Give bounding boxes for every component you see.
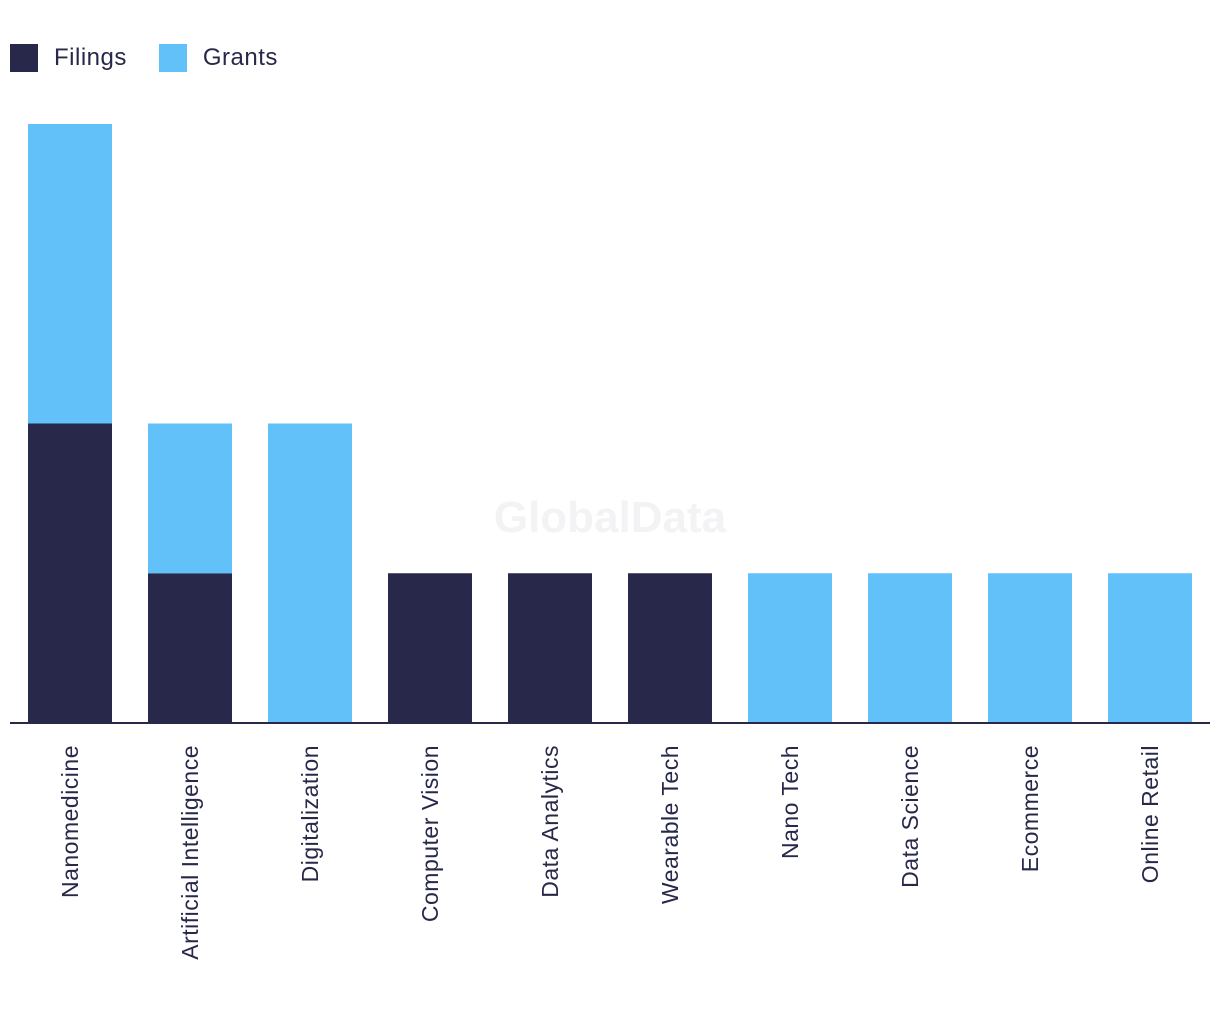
legend: Filings Grants xyxy=(10,44,310,72)
legend-swatch-grants xyxy=(158,44,187,72)
watermark: GlobalData xyxy=(494,493,727,542)
x-tick-label: Digitalization xyxy=(297,745,323,882)
legend-swatch-filings xyxy=(10,44,38,72)
x-tick-label: Data Analytics xyxy=(537,745,563,898)
bar-filings-nanomedicine[interactable] xyxy=(28,423,112,724)
bar-grants-ecommerce[interactable] xyxy=(988,573,1072,723)
x-tick-label: Computer Vision xyxy=(417,745,443,922)
bar-grants-online-retail[interactable] xyxy=(1108,573,1192,723)
x-tick-labels: Nanomedicine Artificial Intelligence Digit… xyxy=(57,745,1163,960)
x-tick-label: Nanomedicine xyxy=(57,745,83,898)
bars-group xyxy=(28,124,1192,723)
bar-grants-data-science[interactable] xyxy=(868,573,952,723)
legend-label-filings: Filings xyxy=(54,44,127,71)
bar-filings-artificial-intelligence[interactable] xyxy=(148,573,232,723)
x-tick-label: Nano Tech xyxy=(777,745,803,859)
x-tick-label: Data Science xyxy=(897,745,923,888)
bar-grants-nano-tech[interactable] xyxy=(748,573,832,723)
bar-grants-artificial-intelligence[interactable] xyxy=(148,423,232,574)
bar-filings-computer-vision[interactable] xyxy=(388,573,472,723)
legend-label-grants: Grants xyxy=(202,44,278,71)
bar-filings-data-analytics[interactable] xyxy=(508,573,592,723)
legend-item-grants[interactable]: Grants xyxy=(158,44,278,72)
bar-grants-nanomedicine[interactable] xyxy=(28,124,112,424)
x-tick-label: Online Retail xyxy=(1137,745,1163,883)
bar-filings-wearable-tech[interactable] xyxy=(628,573,712,723)
x-tick-label: Wearable Tech xyxy=(657,745,683,904)
x-tick-label: Ecommerce xyxy=(1017,745,1043,872)
legend-item-filings[interactable]: Filings xyxy=(10,44,127,72)
bar-grants-digitalization[interactable] xyxy=(268,423,352,724)
x-tick-label: Artificial Intelligence xyxy=(177,745,203,960)
